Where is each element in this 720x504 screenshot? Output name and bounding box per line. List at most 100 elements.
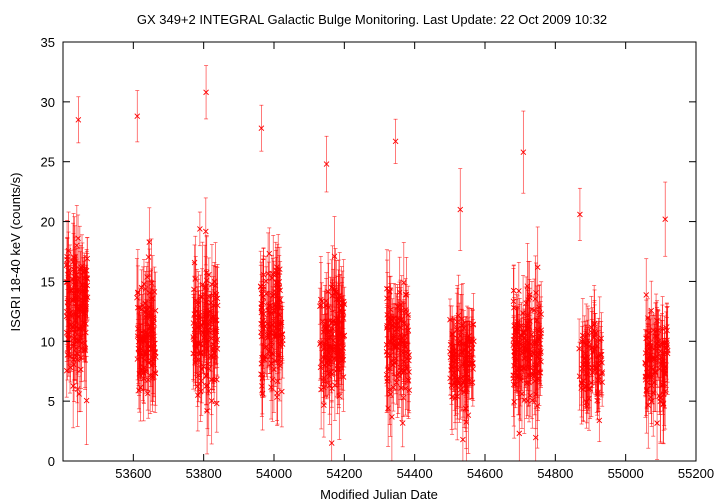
data-point [65,259,72,341]
data-point [274,360,280,426]
data-point [394,284,401,330]
data-point [664,324,671,383]
data-point [521,366,528,434]
data-point [534,329,541,399]
data-point [402,278,409,312]
data-point [577,187,583,241]
data-point [526,317,532,406]
data-point [148,238,155,328]
data-point [341,304,347,368]
data-point [203,347,210,405]
data-point [71,327,77,391]
x-tick-label: 53600 [115,466,151,481]
data-point [457,360,464,420]
data-point [335,333,341,370]
data-point [515,340,522,416]
data-point [336,252,343,339]
data-point [537,336,543,385]
data-point [268,307,275,378]
x-tick-label: 54400 [397,466,433,481]
data-point [510,316,517,374]
data-point [141,259,147,309]
data-point [470,336,476,401]
data-point [580,339,587,423]
data-point [576,318,582,379]
data-point [74,273,81,324]
data-point [533,352,540,407]
data-point [336,283,342,323]
data-point [652,346,659,399]
data-point [664,303,670,393]
data-point [258,281,264,367]
data-point [275,234,282,314]
data-point [204,283,210,363]
data-point [279,301,286,379]
data-point [140,339,146,402]
data-point [460,335,466,418]
data-point [648,280,655,341]
data-point [262,332,269,363]
data-point [448,340,455,430]
data-point [585,338,591,390]
data-point [203,65,209,120]
data-point [399,398,406,448]
data-point [64,258,71,347]
data-point [396,321,403,366]
x-axis-label: Modified Julian Date [320,487,438,502]
x-tick-label: 54200 [326,466,362,481]
data-point [521,310,527,354]
data-point [210,306,216,391]
ticks-layer: 0 5 10 15 20 25 30 35 53600 53800 54000 54200 54400 5… [41,35,715,481]
y-tick-label: 25 [41,155,55,170]
data-point [81,305,88,382]
data-point [63,249,70,282]
data-point [198,346,205,416]
data-point [510,342,517,427]
data-point [391,317,397,376]
data-point [267,271,274,340]
data-point [645,316,652,359]
data-point [657,353,664,443]
data-point [462,343,469,392]
y-tick-label: 10 [41,334,55,349]
data-point [320,362,327,413]
data-point [655,310,661,351]
data-point [145,239,152,275]
y-tick-label: 5 [48,394,55,409]
data-point [134,90,141,143]
x-tick-label: 53800 [186,466,222,481]
data-point [340,342,347,412]
data-point [511,336,518,367]
data-point [78,326,84,389]
data-point [152,333,159,413]
data-point [213,357,220,402]
data-point [465,376,472,454]
data-point [323,135,330,193]
data-point [520,110,527,194]
data-point [317,287,323,325]
data-point [452,355,459,416]
data-point [258,104,265,152]
x-tick-label: 54000 [256,466,292,481]
data-point [192,235,199,323]
data-point [591,285,597,365]
data-point [528,318,535,351]
data-point [197,331,204,374]
data-layer [63,65,671,462]
data-point [387,351,394,437]
data-point [74,205,80,286]
x-tick-label: 54600 [467,466,503,481]
data-point [516,390,523,462]
plot-frame [62,41,697,462]
data-point [463,321,470,406]
data-point [460,409,466,462]
data-point [203,235,210,310]
data-point [385,291,391,345]
data-point [655,309,662,381]
data-point [654,386,660,460]
data-point [322,284,328,372]
data-point [137,353,144,422]
data-point [257,250,264,322]
data-point [137,299,143,378]
data-point [135,249,141,336]
